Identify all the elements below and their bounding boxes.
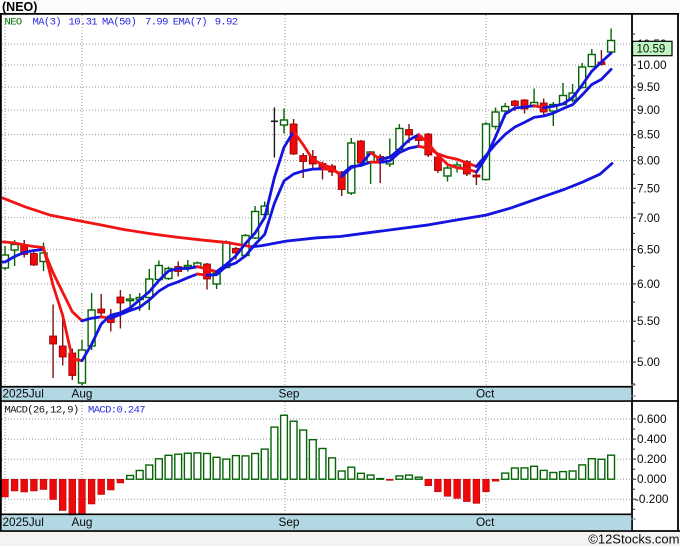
svg-text:Aug: Aug: [72, 515, 93, 529]
svg-text:7.50: 7.50: [637, 181, 660, 195]
svg-text:8.00: 8.00: [637, 154, 660, 168]
svg-text:5.00: 5.00: [637, 355, 660, 369]
svg-text:6.50: 6.50: [637, 243, 660, 257]
svg-text:Sep: Sep: [279, 515, 300, 529]
svg-text:Sep: Sep: [279, 387, 300, 401]
svg-text:9.92: 9.92: [215, 17, 238, 29]
svg-text:0.200: 0.200: [637, 452, 667, 466]
svg-text:9.50: 9.50: [637, 80, 660, 94]
svg-text:9.00: 9.00: [637, 103, 660, 117]
svg-text:7.99: 7.99: [145, 17, 168, 29]
svg-text:10.31: 10.31: [69, 17, 98, 29]
svg-text:Oct: Oct: [476, 387, 495, 401]
svg-text:Oct: Oct: [476, 515, 495, 529]
svg-text:5.50: 5.50: [637, 314, 660, 328]
svg-text:-0.200: -0.200: [635, 492, 669, 506]
svg-text:8.50: 8.50: [637, 128, 660, 142]
svg-text:(NEO): (NEO): [2, 0, 37, 14]
svg-text:MACD:0.247: MACD:0.247: [88, 405, 145, 417]
svg-text:10.00: 10.00: [637, 58, 667, 72]
svg-text:MA(50): MA(50): [102, 17, 136, 29]
svg-text:10.59: 10.59: [637, 44, 666, 56]
svg-text:0.400: 0.400: [637, 432, 667, 446]
svg-text:NEO: NEO: [5, 17, 22, 29]
svg-text:EMA(7): EMA(7): [173, 17, 207, 29]
svg-text:6.00: 6.00: [637, 277, 660, 291]
svg-text:Aug: Aug: [72, 387, 93, 401]
svg-text:©12Stocks.com: ©12Stocks.com: [588, 532, 679, 547]
svg-text:2025Jul: 2025Jul: [3, 515, 44, 529]
svg-text:MA(3): MA(3): [33, 17, 62, 29]
svg-text:MACD(26,12,9): MACD(26,12,9): [5, 405, 79, 417]
svg-text:2025Jul: 2025Jul: [3, 387, 44, 401]
svg-text:0.600: 0.600: [637, 412, 667, 426]
svg-text:7.00: 7.00: [637, 211, 660, 225]
svg-text:0.000: 0.000: [637, 472, 667, 486]
